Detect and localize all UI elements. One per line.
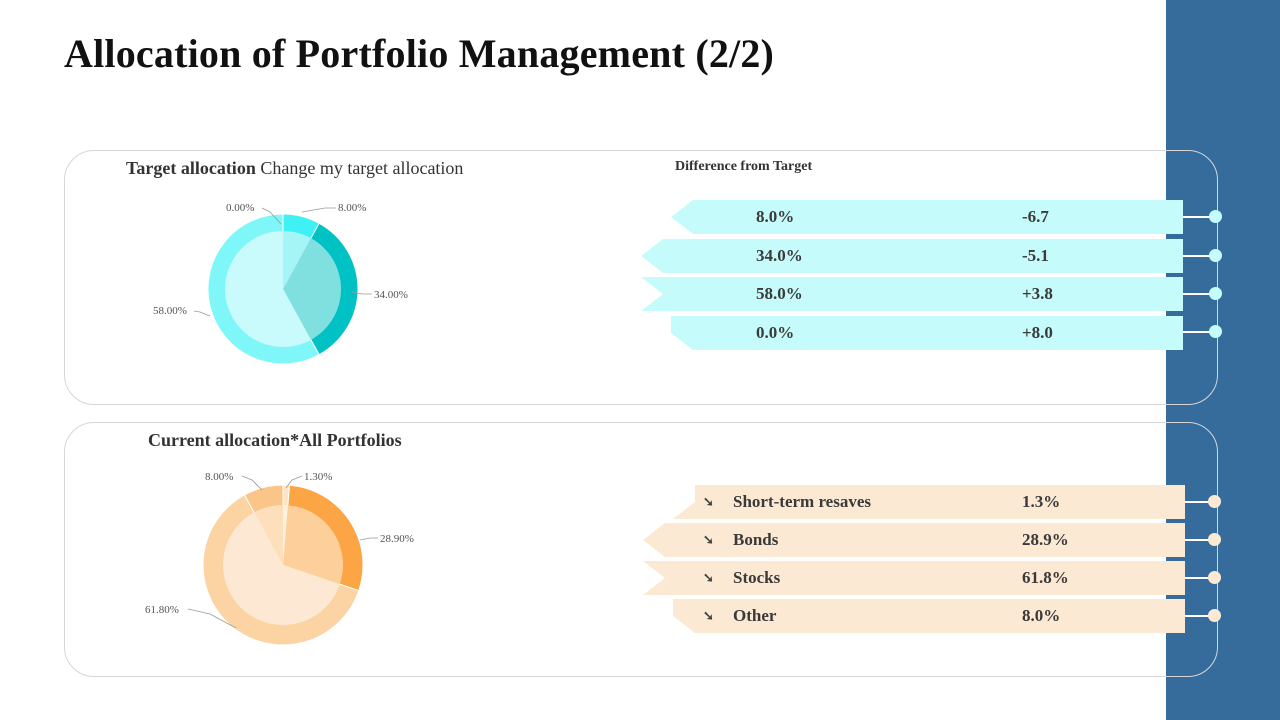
pie-label-short-term: 1.30%	[304, 471, 332, 483]
leader-stocks	[193, 310, 211, 317]
connector-dot	[1209, 210, 1222, 223]
pie-label-stocks: 61.80%	[145, 604, 179, 616]
asset-value: 8.0%	[1022, 606, 1061, 625]
pie-inner-short-term	[283, 505, 288, 565]
pie-label-stocks: 58.00%	[153, 305, 187, 317]
target-allocation-panel	[64, 150, 1218, 405]
connector-dot	[1208, 533, 1221, 546]
connector-line	[1183, 331, 1210, 333]
target-row: 0.0% +8.0	[641, 316, 1183, 350]
leader-short-term	[301, 207, 336, 213]
target-allocation-pie: 8.00% 34.00% 58.00% 0.00%	[153, 202, 408, 365]
difference-value: +3.8	[1022, 284, 1053, 303]
connector-line	[1183, 216, 1210, 218]
difference-heading: Difference from Target	[675, 159, 813, 174]
connector-dot	[1209, 249, 1222, 262]
arrow-bullet-icon: ➘	[703, 608, 714, 623]
asset-name: Short-term resaves	[733, 492, 872, 511]
difference-value: -6.7	[1022, 207, 1049, 226]
difference-value: -5.1	[1022, 246, 1049, 265]
target-row: 34.0% -5.1	[641, 239, 1183, 273]
row-arrow-shape	[671, 200, 1183, 234]
pie-inner-stocks	[225, 231, 311, 347]
row-arrow-shape	[641, 239, 1183, 273]
asset-name: Stocks	[733, 568, 781, 587]
page-title: Allocation of Portfolio Management (2/2)	[64, 31, 775, 76]
asset-name: Bonds	[733, 530, 779, 549]
current-row: ➘ Other 8.0%	[643, 599, 1185, 633]
pie-inner-short-term	[283, 231, 311, 289]
connector-line	[1183, 255, 1210, 257]
leader-bonds	[351, 291, 372, 295]
row-arrow-shape	[673, 485, 1185, 519]
target-value: 8.0%	[756, 207, 795, 226]
connector-line	[1185, 577, 1210, 579]
pie-label-bonds: 34.00%	[374, 289, 408, 301]
connector-dot	[1209, 287, 1222, 300]
current-row: ➘ Bonds 28.9%	[643, 523, 1185, 557]
asset-name: Other	[733, 606, 777, 625]
side-accent-band	[1166, 0, 1280, 720]
pie-inner-stocks	[223, 512, 340, 625]
current-allocation-pie: 1.30% 28.90% 61.80% 8.00%	[145, 471, 414, 646]
asset-value: 61.8%	[1022, 568, 1069, 587]
current-row: ➘ Stocks 61.8%	[643, 561, 1185, 595]
arrow-bullet-icon: ➘	[703, 532, 714, 547]
leader-other	[261, 207, 282, 225]
pie-label-other: 0.00%	[226, 202, 254, 214]
pie-inner-other	[254, 505, 283, 565]
row-arrow-shape	[643, 523, 1185, 557]
connector-dot	[1208, 571, 1221, 584]
leader-bonds	[359, 537, 378, 541]
connector-line	[1185, 615, 1210, 617]
pie-label-bonds: 28.90%	[380, 533, 414, 545]
arrow-bullet-icon: ➘	[703, 494, 714, 509]
row-arrow-shape	[643, 561, 1185, 595]
connector-dot	[1208, 609, 1221, 622]
current-allocation-heading: Current allocation*All Portfolios	[148, 430, 402, 450]
target-heading-link[interactable]: Change my target allocation	[260, 158, 464, 178]
pie-inner-bonds	[283, 505, 344, 585]
current-allocation-panel	[64, 422, 1218, 677]
row-arrow-shape	[641, 277, 1183, 311]
asset-value: 28.9%	[1022, 530, 1069, 549]
pie-label-short-term: 8.00%	[338, 202, 366, 214]
leader-short-term	[285, 475, 303, 489]
connector-line	[1183, 293, 1210, 295]
row-arrow-shape	[671, 316, 1183, 350]
leader-stocks	[187, 608, 237, 629]
target-value: 58.0%	[756, 284, 803, 303]
asset-value: 1.3%	[1022, 492, 1061, 511]
difference-value: +8.0	[1022, 323, 1053, 342]
target-row: 8.0% -6.7	[641, 200, 1183, 234]
target-value: 34.0%	[756, 246, 803, 265]
connector-line	[1185, 539, 1210, 541]
connector-dot	[1208, 495, 1221, 508]
row-arrow-shape	[673, 599, 1185, 633]
connector-line	[1185, 501, 1210, 503]
pie-inner-bonds	[283, 238, 342, 340]
target-heading-bold: Target allocation	[126, 158, 256, 178]
leader-other	[241, 475, 263, 491]
target-allocation-heading: Target allocation Change my target alloc…	[126, 158, 463, 179]
target-row: 58.0% +3.8	[641, 277, 1183, 311]
connector-dot	[1209, 325, 1222, 338]
current-row: ➘ Short-term resaves 1.3%	[643, 485, 1185, 519]
pie-label-other: 8.00%	[205, 471, 233, 483]
arrow-bullet-icon: ➘	[703, 570, 714, 585]
target-value: 0.0%	[756, 323, 795, 342]
